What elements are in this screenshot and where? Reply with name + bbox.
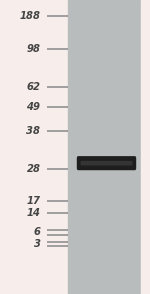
Bar bbox=[68, 223, 141, 235]
Bar bbox=[68, 24, 141, 35]
Bar bbox=[141, 0, 150, 294]
Bar bbox=[68, 12, 141, 24]
Text: 3: 3 bbox=[33, 239, 41, 249]
Bar bbox=[68, 176, 141, 188]
Bar bbox=[68, 0, 141, 12]
Bar bbox=[68, 118, 141, 129]
Text: 49: 49 bbox=[27, 102, 40, 112]
Text: 62: 62 bbox=[27, 82, 40, 92]
Bar bbox=[68, 82, 141, 94]
Bar bbox=[68, 47, 141, 59]
Bar bbox=[68, 165, 141, 176]
Bar bbox=[68, 141, 141, 153]
Bar bbox=[68, 71, 141, 82]
Bar bbox=[68, 200, 141, 212]
Text: 38: 38 bbox=[27, 126, 40, 136]
FancyBboxPatch shape bbox=[77, 156, 136, 170]
Bar bbox=[68, 188, 141, 200]
Bar bbox=[68, 0, 141, 294]
Text: 6: 6 bbox=[33, 227, 41, 237]
Bar bbox=[0, 0, 68, 294]
Text: 98: 98 bbox=[27, 44, 40, 54]
Text: 28: 28 bbox=[27, 164, 40, 174]
Bar bbox=[68, 153, 141, 165]
Text: 17: 17 bbox=[27, 196, 40, 206]
Bar bbox=[68, 106, 141, 118]
Text: 14: 14 bbox=[27, 208, 40, 218]
Bar bbox=[68, 212, 141, 223]
Bar bbox=[68, 94, 141, 106]
Bar bbox=[68, 35, 141, 47]
Text: 188: 188 bbox=[20, 11, 40, 21]
FancyBboxPatch shape bbox=[81, 161, 132, 166]
Bar bbox=[68, 129, 141, 141]
Bar bbox=[68, 59, 141, 71]
